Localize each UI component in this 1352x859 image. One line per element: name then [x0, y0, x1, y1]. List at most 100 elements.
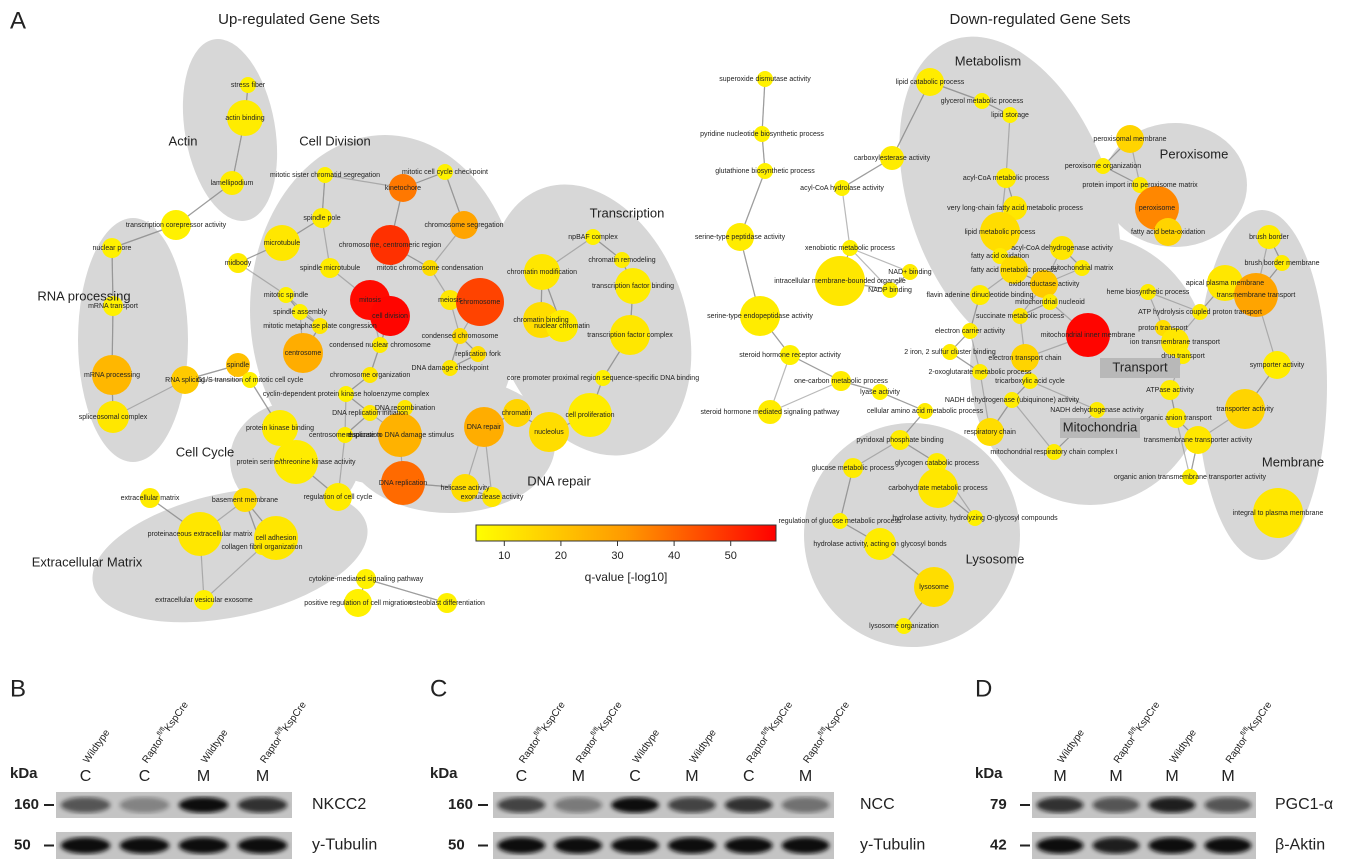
lane-label-part: KspCre — [824, 699, 852, 733]
node-label: exonuclease activity — [461, 494, 524, 501]
lane-label-part: Raptor — [1112, 734, 1139, 765]
compartment-label: M — [1221, 768, 1234, 785]
node-label: core promoter proximal region sequence-s… — [507, 375, 699, 382]
cluster-label: Lysosome — [966, 551, 1025, 566]
node-label: microtubule — [264, 240, 300, 247]
node-label: cell proliferation — [565, 412, 614, 419]
node-label: brush border — [1249, 234, 1289, 241]
node-label: transcription factor complex — [587, 332, 673, 339]
node-label: NAD+ binding — [888, 269, 931, 276]
cluster-label: Transport — [1112, 359, 1168, 374]
lane-label-part: Raptor — [1224, 734, 1251, 765]
lane-label-part: Wildtype — [631, 727, 662, 765]
blot-band — [1092, 837, 1139, 853]
node-label: succinate metabolic process — [976, 313, 1064, 320]
node-label: mRNA processing — [84, 372, 140, 379]
node-label: mRNA transport — [88, 303, 138, 310]
unit-label: kDa — [975, 765, 1003, 782]
blot-band — [668, 837, 716, 853]
blot-band — [1036, 797, 1083, 813]
node-label: mitotic spindle — [264, 292, 308, 299]
lane-label-part: Raptor — [258, 734, 285, 765]
colorbar-tick-label: 20 — [555, 550, 567, 562]
colorbar-tick-label: 40 — [668, 550, 680, 562]
node-label: npBAF complex — [568, 234, 618, 241]
blot-band — [498, 797, 546, 813]
lane-label: Wildtype — [688, 727, 719, 765]
blot-band — [1148, 797, 1195, 813]
heading: Down-regulated Gene Sets — [950, 11, 1131, 28]
node-label: lysosome — [919, 584, 949, 591]
lane-label: Raptorfl/flKspCre — [139, 699, 191, 766]
node-label: steroid hormone mediated signaling pathw… — [701, 409, 840, 416]
protein-label: NCC — [860, 796, 895, 813]
lane-label-part: Raptor — [140, 734, 167, 765]
blot-band — [554, 797, 602, 813]
node-label: mitochondrial matrix — [1051, 265, 1114, 272]
node-label: centrosome — [285, 350, 322, 357]
node-label: protein serine/threonine kinase activity — [236, 459, 356, 466]
lane-label-part: Raptor — [744, 734, 771, 765]
blot-band — [611, 837, 659, 853]
node-label: very long-chain fatty acid metabolic pro… — [947, 205, 1083, 212]
figure: stress fiberactin bindinglamellipodiumtr… — [0, 0, 1352, 859]
node-label: ATP hydrolysis coupled proton transport — [1138, 309, 1262, 316]
node-label: intracellular membrane-bounded organelle — [774, 278, 906, 285]
blot-band — [61, 837, 111, 853]
marker-label: 50 — [448, 836, 465, 853]
lane-label: Raptorfl/flKspCre — [1111, 699, 1163, 766]
node-label: transcription factor binding — [592, 283, 674, 290]
node-label: electron transport chain — [988, 355, 1061, 362]
node-label: symporter activity — [1250, 362, 1305, 369]
colorbar-ramp — [476, 525, 776, 541]
node-label: transporter activity — [1216, 406, 1274, 413]
node-label: meiosis — [438, 297, 462, 304]
marker-label: 160 — [448, 796, 473, 813]
node-label: hydrolase activity, acting on glycosyl b… — [813, 541, 947, 548]
node-label: acyl-CoA metabolic process — [963, 175, 1050, 182]
marker-label: 50 — [14, 836, 31, 853]
node-label: DNA replication — [379, 480, 427, 487]
node-label: carboxylesterase activity — [854, 155, 931, 162]
node-label: fatty acid metabolic process — [971, 267, 1058, 274]
node-label: electron carrier activity — [935, 328, 1006, 335]
colorbar: q-value [-log10] 1020304050 — [476, 525, 776, 584]
node-label: nuclear chromatin — [534, 323, 590, 330]
node-label: 2 iron, 2 sulfur cluster binding — [904, 349, 996, 356]
node-label: brush border membrane — [1244, 260, 1319, 267]
node-label: condensed nuclear chromosome — [329, 342, 431, 349]
colorbar-tick-label: 50 — [725, 550, 737, 562]
lane-label: Raptorfl/flKspCre — [800, 699, 852, 766]
cluster-label: Actin — [169, 133, 198, 148]
lane-label: Wildtype — [81, 727, 112, 765]
node-label: cellular amino acid metabolic process — [867, 408, 984, 415]
node-label: glycogen catabolic process — [895, 460, 980, 467]
blot-band — [179, 837, 229, 853]
node-label: acyl-CoA dehydrogenase activity — [1011, 245, 1113, 252]
cluster-label: Transcription — [590, 205, 665, 220]
protein-label: NKCC2 — [312, 796, 366, 813]
compartment-label: M — [1109, 768, 1122, 785]
cluster-area — [170, 32, 291, 229]
node-label: kinetochore — [385, 185, 421, 192]
cluster-label: Mitochondria — [1063, 419, 1138, 434]
cluster-area — [78, 218, 188, 462]
node-label: spindle — [227, 362, 249, 369]
node-label: mitotic chromosome condensation — [377, 265, 483, 272]
node-label: apical plasma membrane — [1186, 280, 1264, 287]
node-label: cytokine-mediated signaling pathway — [309, 576, 424, 583]
blots: BkDaWildtypeCRaptorfl/flKspCreCWildtypeM… — [10, 675, 1333, 859]
lane-label-part: Wildtype — [688, 727, 719, 765]
protein-label: β-Aktin — [1275, 837, 1325, 854]
marker-label: 42 — [990, 836, 1007, 853]
node-label: respiratory chain — [964, 429, 1016, 436]
node-label: integral to plasma membrane — [1233, 510, 1324, 517]
compartment-label: M — [685, 768, 698, 785]
node-label: peroxisome — [1139, 205, 1175, 212]
node-label: transcription corepressor activity — [126, 222, 227, 229]
node-label: NADH dehydrogenase (ubiquinone) activity — [945, 397, 1080, 404]
panel-label: D — [975, 675, 992, 702]
node-label: one-carbon metabolic process — [794, 378, 888, 385]
cluster-label: Membrane — [1262, 454, 1324, 469]
lane-label-part: KspCre — [280, 699, 308, 733]
